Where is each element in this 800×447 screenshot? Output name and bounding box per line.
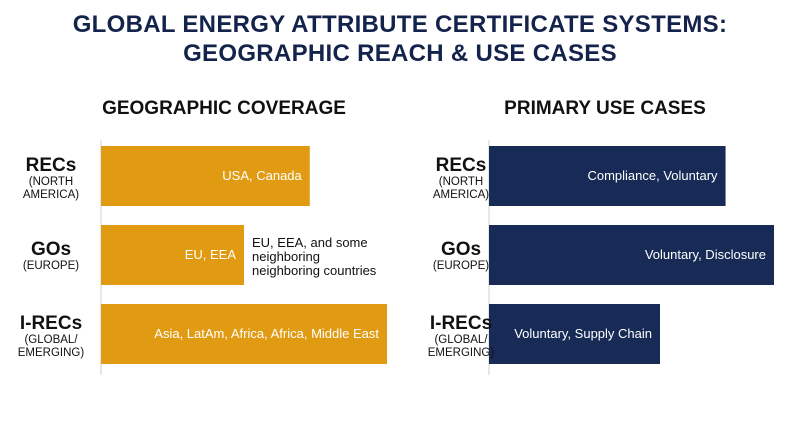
right-category-label-i-recs: I-RECs bbox=[430, 313, 492, 334]
left-category-sublabel-i-recs-2: EMERGING) bbox=[18, 347, 85, 359]
right-category-sublabel-gos-1: (EUROPE) bbox=[433, 260, 489, 272]
left-category-sublabel-gos-1: (EUROPE) bbox=[23, 260, 79, 272]
left-bar-recs bbox=[101, 146, 310, 206]
left-annotation-gos-2: neighboring bbox=[252, 249, 320, 264]
right-category-label-recs: RECs bbox=[436, 155, 487, 176]
left-bar-i-recs bbox=[101, 304, 387, 364]
left-category-sublabel-i-recs-1: (GLOBAL/ bbox=[24, 334, 78, 346]
left-category-label-recs: RECs bbox=[26, 155, 77, 176]
left-category-label-gos: GOs bbox=[31, 239, 71, 260]
right-bar-label-i-recs: Voluntary, Supply Chain bbox=[514, 326, 652, 341]
left-annotation-gos-3: neighboring countries bbox=[252, 263, 377, 278]
chart-title-line-2: GEOGRAPHIC REACH & USE CASES bbox=[183, 40, 617, 67]
right-category-sublabel-i-recs-1: (GLOBAL/ bbox=[434, 334, 488, 346]
left-bar-label-recs: USA, Canada bbox=[222, 168, 302, 183]
right-category-sublabel-recs-1: (NORTH bbox=[439, 176, 484, 188]
left-annotation-gos-1: EU, EEA, and some bbox=[252, 235, 368, 250]
chart-title: GLOBAL ENERGY ATTRIBUTE CERTIFICATE SYST… bbox=[0, 10, 800, 68]
left-category-sublabel-recs-1: (NORTH bbox=[29, 176, 74, 188]
right-panel-title: PRIMARY USE CASES bbox=[504, 98, 706, 119]
left-bar-gos bbox=[101, 225, 244, 285]
right-bar-label-recs: Compliance, Voluntary bbox=[587, 168, 718, 183]
right-bar-recs bbox=[489, 146, 726, 206]
right-category-sublabel-i-recs-2: EMERGING) bbox=[428, 347, 495, 359]
right-category-label-gos: GOs bbox=[441, 239, 481, 260]
left-bar-label-i-recs: Asia, LatAm, Africa, Africa, Middle East bbox=[154, 326, 379, 341]
left-category-sublabel-recs-2: AMERICA) bbox=[23, 189, 79, 201]
right-bar-gos bbox=[489, 225, 774, 285]
right-bar-label-gos: Voluntary, Disclosure bbox=[645, 247, 766, 262]
right-category-sublabel-recs-2: AMERICA) bbox=[433, 189, 489, 201]
left-category-label-i-recs: I-RECs bbox=[20, 313, 82, 334]
left-bar-label-gos: EU, EEA bbox=[185, 247, 237, 262]
left-panel-title: GEOGRAPHIC COVERAGE bbox=[102, 98, 346, 119]
chart-title-line-1: GLOBAL ENERGY ATTRIBUTE CERTIFICATE SYST… bbox=[72, 11, 728, 38]
right-bar-i-recs bbox=[489, 304, 660, 364]
